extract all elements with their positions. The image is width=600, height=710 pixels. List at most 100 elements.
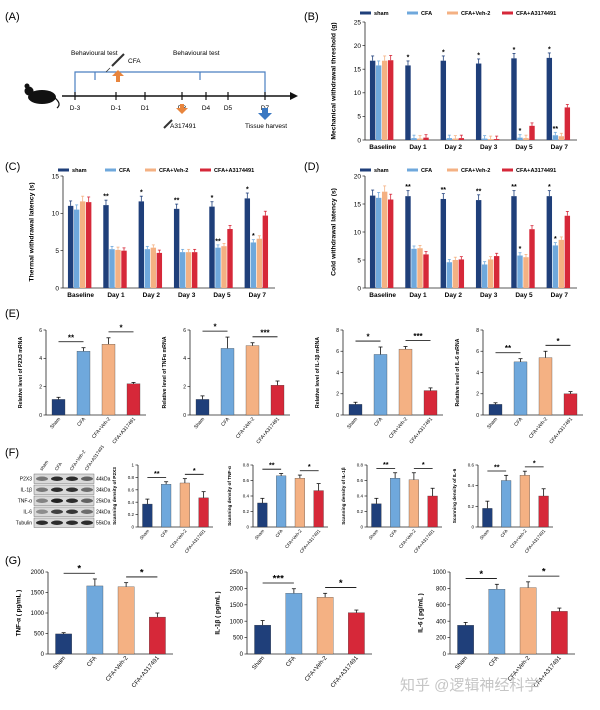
bar [117,586,135,655]
x-tick-label: CFA+Veh-2 [528,416,549,440]
x-tick-label: CFA+Veh-2 [284,528,303,549]
bar [511,196,517,288]
blot-band [81,520,93,525]
drug-label: A317491 [170,123,196,130]
chart-E4: 0 2 4 6 8 Relative level of IL-6 mRNA Sham CFA C… [455,328,583,445]
y-tick-label: 0 [240,652,244,658]
y-tick-label: 0 [39,413,42,419]
significance-mark: * [213,323,217,332]
bar [411,138,417,140]
blot-protein-label: IL-1β [21,488,33,494]
bar [511,58,517,140]
y-tick-label: 0 [246,525,249,530]
y-axis-label: Mechanical withdrawal threshold (g) [331,22,338,139]
y-axis-label: Scanning density of P2X3 [112,467,118,525]
x-tick-label: Day 2 [143,292,161,299]
significance-mark: ** [405,184,411,191]
significance-mark: * [193,466,196,475]
y-tick-label: 0 [360,525,363,530]
x-tick-label: Day 5 [213,292,231,299]
significance-mark: * [548,46,551,53]
significance-mark: ** [476,188,482,195]
bar [417,248,423,288]
significance-mark: * [477,52,480,59]
x-tick-label: Sham [346,416,359,430]
blot-kda-label: 55kDa [96,521,111,527]
harvest-label: Tissue harvest [245,123,287,130]
bar [142,503,153,528]
x-tick-label: Day 3 [480,144,498,151]
bar [517,137,523,140]
x-tick-label: CFA [488,655,500,668]
bar [475,63,482,141]
bar [369,195,376,288]
bar [446,138,453,140]
cfa-arrow [112,70,124,82]
legend-swatch [407,168,418,172]
y-axis-label: TNF-α ( pg/mL ) [15,590,22,636]
legend-swatch [200,168,211,172]
timeline-day-label: D4 [202,105,211,112]
significance-mark: * [542,567,546,578]
significance-mark: * [407,54,410,61]
bar [398,348,413,416]
y-tick-label: 2000 [31,570,45,576]
x-tick-label: CFA+Veh-2 [105,655,130,683]
bar [458,259,465,288]
bar [215,247,221,288]
significance-mark: * [252,233,255,240]
x-tick-label: CFA [76,416,87,428]
blot-protein-label: TNF-α [18,499,32,505]
bar [523,138,529,140]
x-tick-label: CFA [159,528,168,538]
bar [371,503,382,528]
syringe-icon-drug [163,119,173,129]
bar [103,205,109,288]
bar [488,589,506,655]
significance-mark: * [556,337,560,346]
blot-band [51,509,63,514]
bar [254,624,271,655]
bar [427,495,438,528]
y-tick-label: 1000 [433,570,447,576]
legend: sham CFA CFA+Veh-2 CFA+A3174491 [360,11,556,17]
bar [313,490,324,528]
bar [558,136,565,140]
legend-label: CFA+A3174491 [516,11,556,17]
x-tick-label: CFA+Veh-2 [91,416,112,440]
blot-band [81,476,93,481]
bar [198,497,209,528]
bar [126,383,141,416]
chart-G2: 0 500 1000 1500 2000 2500 IL-1β ( pg/mL ) Sham C… [214,570,372,689]
significance-mark: * [519,128,522,135]
y-axis-label: Relative level of P2X3 mRNA [18,337,24,409]
x-tick-label: Sham [251,655,266,671]
chart-G1: 0 500 1000 1500 2000 TNF-α ( pg/mL ) Sham CFA CF… [15,564,173,689]
significance-mark: * [422,460,425,469]
legend-label: CFA+A3174491 [516,168,556,174]
blot-band [51,498,63,503]
bar [227,229,233,288]
y-axis-label: Scanning density of TNF-α [227,466,233,526]
x-tick-label: CFA [86,655,98,668]
bar [488,404,503,416]
bar [408,479,419,528]
bar [115,249,121,288]
legend-swatch [447,11,458,15]
bar [564,107,571,140]
significance-mark: * [554,236,557,243]
y-tick-label: 0.4 [468,483,475,488]
significance-mark: * [548,184,551,191]
legend-label: CFA [421,11,432,17]
bar [195,399,210,416]
chart-F3: 0 0.2 0.4 0.6 0.8 Scanning density of IL-1β Sh… [341,460,442,554]
bar [348,612,365,655]
bar [67,205,74,288]
x-tick-label: Sham [52,655,67,671]
blot-protein-label: Tubulin [16,521,32,527]
legend-swatch [58,168,69,172]
y-tick-label: 4 [336,370,339,376]
x-tick-label: Sham [454,655,469,671]
y-axis-label: Relative level of IL-1β mRNA [315,337,321,408]
bar [387,199,394,288]
